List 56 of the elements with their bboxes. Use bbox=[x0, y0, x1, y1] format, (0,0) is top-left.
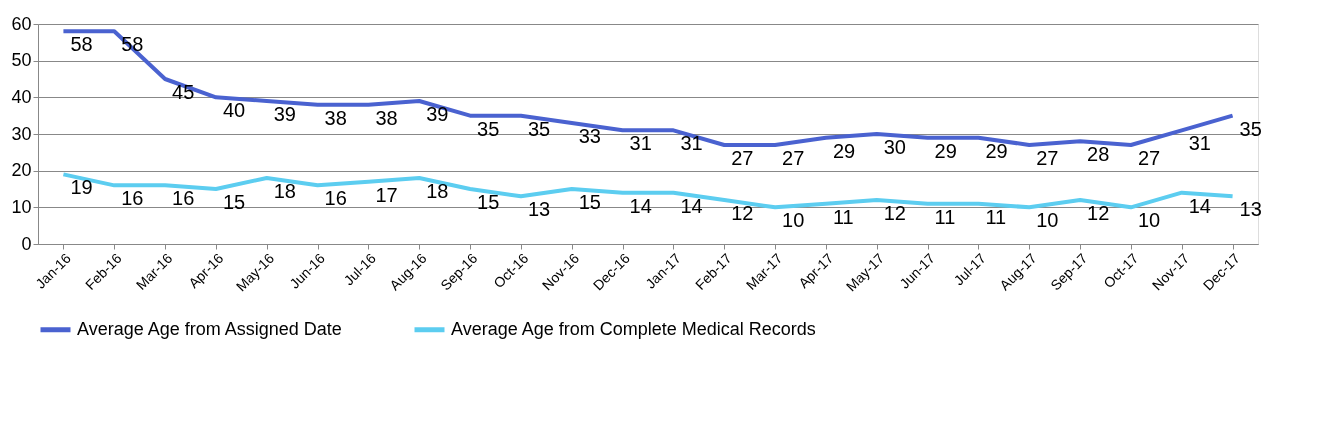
data-label: 38 bbox=[375, 106, 398, 129]
data-label: 28 bbox=[1087, 143, 1110, 166]
data-label: 29 bbox=[934, 139, 957, 162]
data-label: 29 bbox=[832, 139, 856, 162]
data-label: 16 bbox=[172, 187, 195, 210]
data-label: 15 bbox=[578, 191, 601, 213]
y-tick-label: 10 bbox=[11, 196, 32, 217]
data-label: 27 bbox=[1036, 147, 1059, 169]
data-label: 27 bbox=[1137, 147, 1161, 169]
y-tick-label: 0 bbox=[21, 233, 32, 254]
data-label: 11 bbox=[985, 205, 1007, 228]
data-label: 35 bbox=[1239, 117, 1262, 140]
data-label: 39 bbox=[426, 103, 449, 125]
data-label: 16 bbox=[324, 187, 347, 210]
y-tick-label: 40 bbox=[11, 86, 32, 107]
data-label: 12 bbox=[1087, 202, 1110, 224]
data-label: 10 bbox=[1137, 209, 1161, 232]
data-label: 35 bbox=[527, 117, 551, 140]
y-tick-label: 50 bbox=[11, 50, 32, 71]
data-label: 14 bbox=[680, 194, 703, 217]
data-label: 19 bbox=[70, 176, 93, 199]
data-label: 12 bbox=[883, 202, 906, 224]
data-label: 15 bbox=[222, 191, 246, 213]
data-label: 13 bbox=[527, 198, 551, 221]
data-label: 29 bbox=[985, 139, 1008, 162]
data-label: 40 bbox=[222, 99, 246, 122]
data-label: 17 bbox=[375, 183, 398, 206]
data-label: 38 bbox=[324, 106, 347, 129]
data-label: 30 bbox=[883, 136, 906, 158]
data-label: 16 bbox=[121, 187, 144, 210]
data-label: 31 bbox=[1188, 132, 1211, 155]
data-label: 35 bbox=[477, 117, 500, 140]
data-label: 13 bbox=[1239, 198, 1262, 221]
legend-label: Average Age from Assigned Date bbox=[77, 318, 342, 339]
y-tick-label: 60 bbox=[11, 13, 32, 34]
data-label: 31 bbox=[680, 132, 703, 155]
data-label: 14 bbox=[629, 194, 652, 217]
data-label: 11 bbox=[832, 205, 854, 228]
y-tick-label: 20 bbox=[11, 160, 32, 181]
data-label: 15 bbox=[477, 191, 500, 213]
legend-label: Average Age from Complete Medical Records bbox=[451, 318, 816, 339]
data-label: 10 bbox=[1036, 209, 1059, 232]
data-label: 27 bbox=[782, 147, 805, 169]
data-label: 58 bbox=[70, 33, 93, 56]
y-tick-label: 30 bbox=[11, 123, 32, 144]
data-label: 10 bbox=[782, 209, 805, 232]
data-label: 45 bbox=[172, 81, 195, 103]
data-label: 12 bbox=[731, 202, 754, 224]
data-label: 11 bbox=[934, 205, 956, 228]
data-label: 14 bbox=[1188, 194, 1211, 217]
data-label: 18 bbox=[426, 180, 449, 202]
data-label: 39 bbox=[273, 103, 296, 125]
data-label: 18 bbox=[273, 180, 296, 202]
data-label: 31 bbox=[629, 132, 652, 155]
data-label: 33 bbox=[578, 125, 601, 147]
data-label: 27 bbox=[731, 147, 754, 169]
